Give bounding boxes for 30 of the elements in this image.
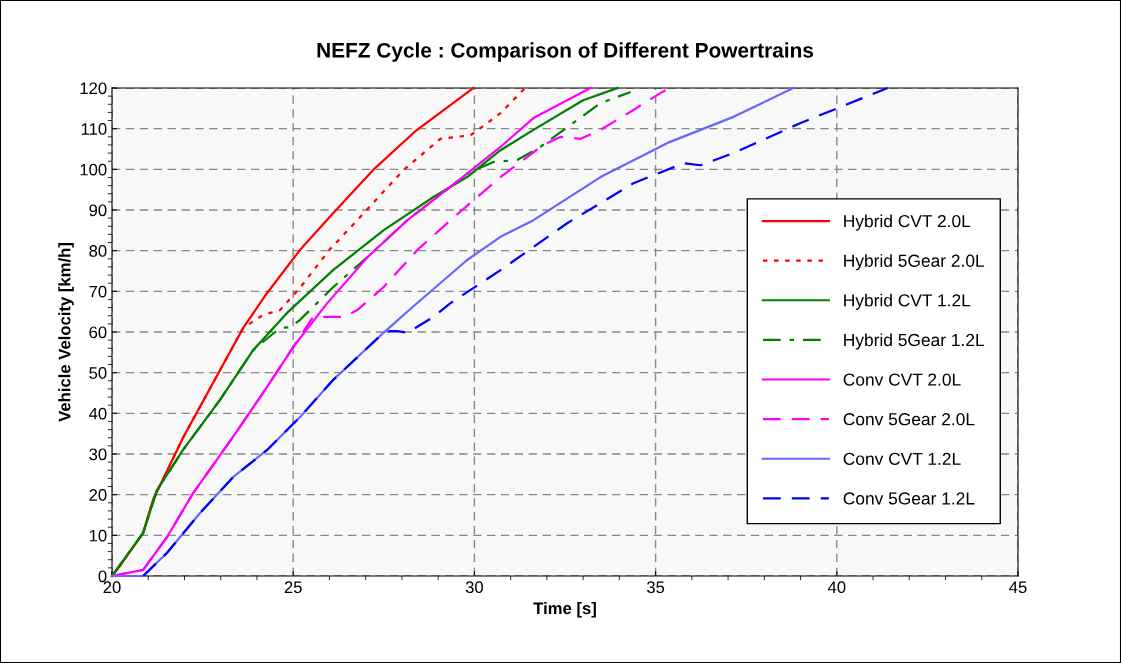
legend-label: Hybrid CVT 2.0L [844,214,971,231]
y-tick-label: 120 [80,82,107,95]
y-tick-label: 60 [89,326,107,339]
y-axis-title: Vehicle Velocity [km/h] [58,243,74,422]
y-tick-label: 40 [88,407,107,420]
legend-label: Conv CVT 2.0L [843,373,961,386]
y-tick-label: 30 [89,448,107,461]
chart-title: NEFZ Cycle : Comparison of Different Powertrains [317,42,814,62]
x-tick-label: 40 [827,581,846,594]
y-tick-label: 20 [89,489,107,501]
y-tick-label: 100 [80,163,107,176]
y-tick-label: 50 [89,367,107,379]
legend-label: Conv 5Gear 2.0L [843,413,975,426]
x-tick-label: 35 [646,581,665,594]
x-tick-label: 20 [103,581,121,594]
x-tick-label: 30 [465,581,484,594]
y-tick-label: 90 [89,204,107,217]
legend-label: Conv CVT 1.2L [843,452,961,465]
x-tick-label: 25 [284,581,302,594]
legend-label: Conv 5Gear 1.2L [843,492,975,505]
legend-label: Hybrid 5Gear 2.0L [844,254,985,271]
y-tick-label: 110 [81,123,107,135]
legend-label: Hybrid CVT 1.2L [844,293,971,310]
x-axis-title: Time [s] [533,601,596,618]
legend-label: Hybrid 5Gear 1.2L [844,333,985,350]
x-tick-label: 45 [1009,581,1027,594]
y-tick-label: 70 [89,285,107,298]
y-tick-label: 80 [89,245,107,257]
y-tick-label: 0 [98,570,107,583]
y-tick-label: 10 [89,529,107,542]
